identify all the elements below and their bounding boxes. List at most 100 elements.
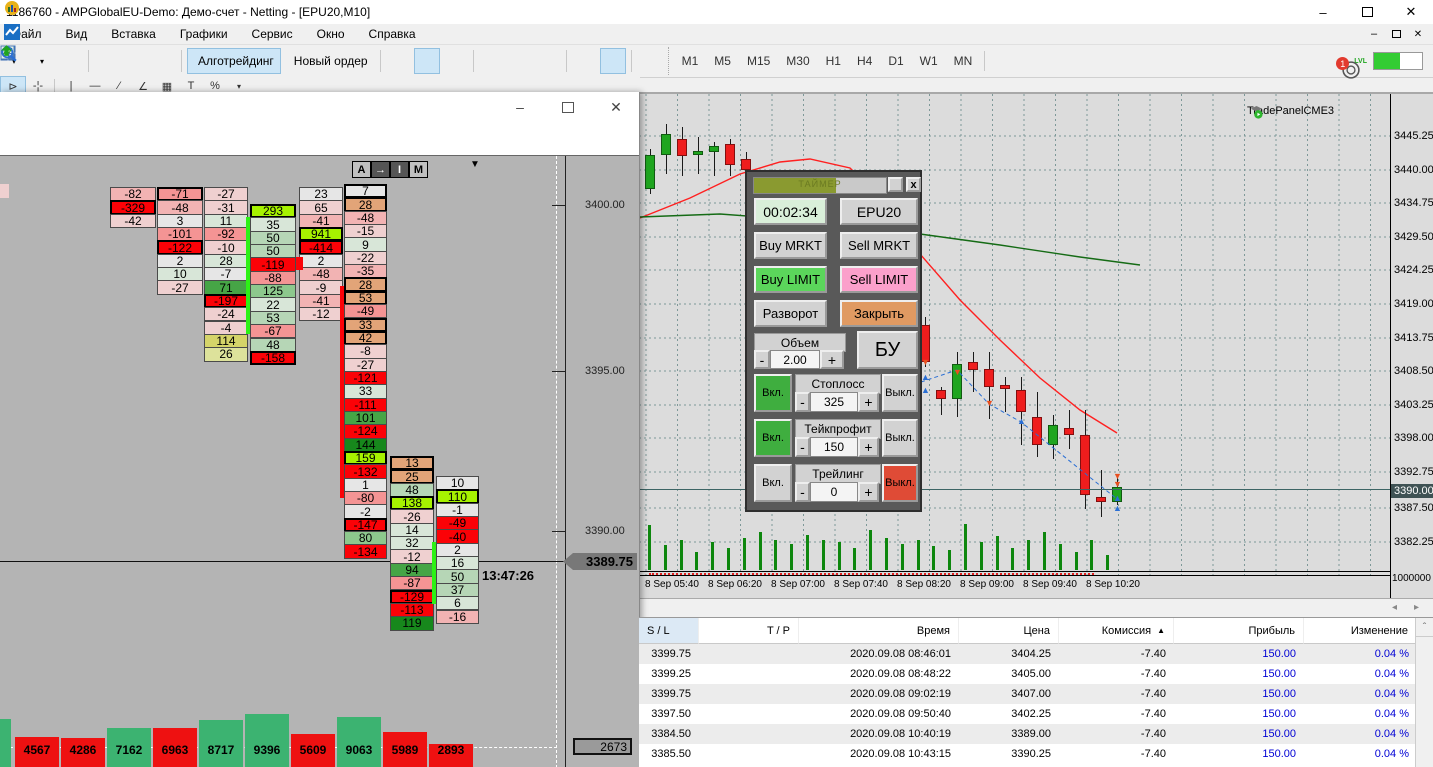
menu-item-Графики[interactable]: Графики <box>179 27 228 41</box>
profiles-button[interactable]: ▾ <box>0 46 55 74</box>
chart-close-button[interactable]: ✕ <box>1413 28 1423 40</box>
table-cell[interactable]: 2020.09.08 09:50:40 <box>799 704 959 724</box>
table-cell[interactable]: 3384.50 <box>639 724 699 744</box>
panel-collapse-button[interactable] <box>888 177 903 192</box>
table-cell[interactable]: -7.40 <box>1059 664 1174 684</box>
crosshair-tool-icon[interactable]: -¦- <box>32 80 44 92</box>
Стоплосс-minus-button[interactable]: - <box>795 392 810 412</box>
table-cell[interactable]: 0.04 % <box>1304 724 1417 744</box>
tools-dropdown-icon[interactable]: ▾ <box>236 81 241 91</box>
cluster-chart-area[interactable]: A → I M ▼ -82 -329 -42 -71 -48 3 -101 -122 2 10 -27 -2… <box>0 155 639 767</box>
table-cell[interactable]: 3399.25 <box>639 664 699 684</box>
breakeven-button[interactable]: БУ <box>857 331 918 369</box>
table-cell[interactable]: 3402.25 <box>959 704 1059 724</box>
table-cell[interactable]: -7.40 <box>1059 644 1174 664</box>
table-cell[interactable]: -7.40 <box>1059 744 1174 764</box>
table-cell[interactable]: 150.00 <box>1174 724 1304 744</box>
market-watch-button[interactable]: $ <box>1 46 83 74</box>
sell-limit-button[interactable]: Sell LIMIT <box>840 266 918 293</box>
timeframe-M1[interactable]: M1 <box>681 54 699 68</box>
trendline-tool-icon[interactable]: ⁄ <box>118 80 120 92</box>
cluster-mode-M-button[interactable]: M <box>409 161 428 178</box>
table-scroll-up-icon[interactable]: ˆ <box>1416 618 1433 637</box>
Трейлинг-plus-button[interactable]: + <box>858 482 879 502</box>
data-window-button[interactable] <box>1 46 148 74</box>
cluster-mode-I-button[interactable]: I <box>390 161 409 178</box>
cluster-mode-A-button[interactable]: A <box>352 161 371 178</box>
panel-close-button[interactable]: x <box>906 177 921 192</box>
cluster-minimize-button[interactable]: – <box>516 99 524 115</box>
menu-item-Вставка[interactable]: Вставка <box>111 27 156 41</box>
table-cell[interactable]: -7.40 <box>1059 704 1174 724</box>
line-chart-button[interactable] <box>0 47 468 74</box>
disable-Трейлинг-button[interactable]: Выкл. <box>882 464 918 502</box>
bars-chart-button[interactable] <box>1 48 412 74</box>
reverse-button[interactable]: Разворот <box>754 300 827 327</box>
chart-menu-icon[interactable] <box>4 24 20 40</box>
timeframe-M30[interactable]: M30 <box>786 54 810 68</box>
chart-minimize-button[interactable]: – <box>1370 28 1378 40</box>
table-cell[interactable]: 3405.00 <box>959 664 1059 684</box>
scroll-right-icon[interactable]: ▸ <box>1413 602 1419 613</box>
volume-plus-button[interactable]: + <box>820 350 844 369</box>
auto-scroll-button[interactable] <box>2 47 598 74</box>
table-cell[interactable]: 150.00 <box>1174 684 1304 704</box>
table-cell[interactable]: 3397.50 <box>639 704 699 724</box>
zoom-out-button[interactable] <box>1 46 533 74</box>
templates-button[interactable] <box>0 45 663 74</box>
table-cell[interactable]: 3390.25 <box>959 744 1059 764</box>
table-cell[interactable]: 2020.09.08 10:40:19 <box>799 724 959 744</box>
table-cell[interactable]: 2020.09.08 09:02:19 <box>799 684 959 704</box>
disable-Тейкпрофит-button[interactable]: Выкл. <box>882 419 918 457</box>
table-cell[interactable]: 3399.75 <box>639 684 699 704</box>
table-cell[interactable]: 2020.09.08 10:43:15 <box>799 744 959 764</box>
close-position-button[interactable]: Закрыть <box>840 300 918 327</box>
table-cell[interactable]: 150.00 <box>1174 644 1304 664</box>
table-cell[interactable]: 150.00 <box>1174 704 1304 724</box>
enable-Стоплосс-button[interactable]: Вкл. <box>754 374 792 412</box>
time-axis[interactable]: 8 Sep 05:40 8 Sep 06:20 8 Sep 07:00 8 Sep 0… <box>639 578 1390 594</box>
table-cell[interactable]: 3399.75 <box>639 644 699 664</box>
symbol-button[interactable]: EPU20 <box>840 198 918 225</box>
new-order-button[interactable]: Новый ордер <box>0 46 375 74</box>
table-cell[interactable]: 3407.00 <box>959 684 1059 704</box>
Тейкпрофит-minus-button[interactable]: - <box>795 437 810 457</box>
table-cell[interactable] <box>699 704 799 724</box>
buy-limit-button[interactable]: Buy LIMIT <box>754 266 827 293</box>
chart-shift-button[interactable] <box>2 47 626 74</box>
buy-market-button[interactable]: Buy MRKT <box>754 232 827 259</box>
Трейлинг-value[interactable]: 0 <box>810 482 858 502</box>
sell-market-button[interactable]: Sell MRKT <box>840 232 918 259</box>
col-header-S / L[interactable]: S / L <box>639 618 699 644</box>
timeframe-MN[interactable]: MN <box>953 54 973 68</box>
col-header-Комиссия[interactable]: Комиссия ▲ <box>1059 618 1174 644</box>
table-cell[interactable] <box>699 644 799 664</box>
candles-chart-button[interactable] <box>2 46 440 74</box>
tile-windows-button[interactable] <box>0 45 561 74</box>
table-cell[interactable]: 0.04 % <box>1304 704 1417 724</box>
enable-Тейкпрофит-button[interactable]: Вкл. <box>754 419 792 457</box>
algo-trading-button[interactable]: Алготрейдинг <box>1 47 281 74</box>
chart-restore-button[interactable] <box>1385 26 1407 42</box>
timeframe-W1[interactable]: W1 <box>919 54 938 68</box>
percent-tool-icon[interactable]: % <box>210 80 220 92</box>
strategy-tester-button[interactable] <box>0 45 176 74</box>
menu-item-Окно[interactable]: Окно <box>316 27 345 41</box>
chart-scrollbar[interactable]: ◂ ▸ <box>639 598 1433 618</box>
timeframe-M15[interactable]: M15 <box>746 54 771 68</box>
table-cell[interactable]: 0.04 % <box>1304 684 1417 704</box>
Стоплосс-plus-button[interactable]: + <box>858 392 879 412</box>
table-cell[interactable]: 3385.50 <box>639 744 699 764</box>
zoom-in-button[interactable] <box>1 46 505 74</box>
menu-item-Справка[interactable]: Справка <box>368 27 416 41</box>
scroll-left-icon[interactable]: ◂ <box>1391 602 1397 613</box>
window-restore-button[interactable] <box>1345 1 1389 23</box>
table-cell[interactable]: 0.04 % <box>1304 644 1417 664</box>
cluster-restore-button[interactable] <box>553 97 583 117</box>
menu-item-Вид[interactable]: Вид <box>65 27 88 41</box>
lvl-icon[interactable]: LVL <box>1 45 1367 65</box>
Тейкпрофит-value[interactable]: 150 <box>810 437 858 457</box>
text-tool-icon[interactable]: T <box>187 80 195 92</box>
enable-Трейлинг-button[interactable]: Вкл. <box>754 464 792 502</box>
col-header-Прибыль[interactable]: Прибыль <box>1174 618 1304 644</box>
